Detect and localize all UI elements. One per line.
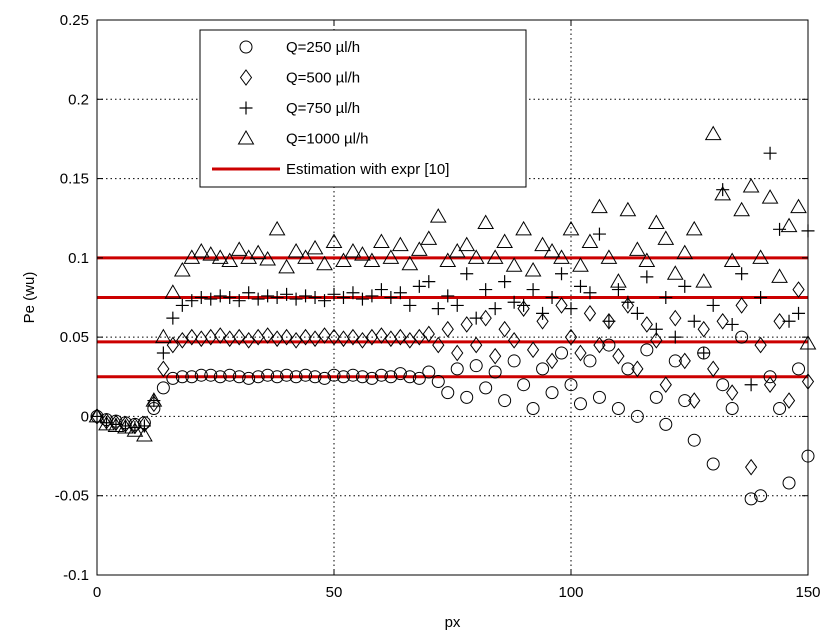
- legend-label: Q=750 µl/h: [286, 100, 360, 117]
- legend: Q=250 µl/h Q=500 µl/h Q=750 µl/h Q=1000 µl/…: [200, 30, 526, 187]
- y-tick-label: 0.15: [60, 171, 89, 188]
- x-tick-label: 0: [93, 584, 101, 601]
- y-tick-label: 0.2: [68, 91, 89, 108]
- legend-label: Q=1000 µl/h: [286, 131, 368, 148]
- x-tick-label: 100: [558, 584, 583, 601]
- y-tick-label: 0.05: [60, 329, 89, 346]
- legend-label: Q=500 µl/h: [286, 70, 360, 87]
- legend-label: Estimation with expr [10]: [286, 161, 449, 178]
- y-tick-label: -0.05: [55, 488, 89, 505]
- y-tick-label: 0.25: [60, 12, 89, 29]
- y-tick-label: -0.1: [63, 567, 89, 584]
- x-tick-label: 50: [326, 584, 343, 601]
- y-axis-label: Pe (wu): [21, 272, 38, 324]
- legend-label: Q=250 µl/h: [286, 39, 360, 56]
- y-tick-label: 0.1: [68, 250, 89, 267]
- x-tick-label: 150: [795, 584, 820, 601]
- x-axis-label: px: [445, 614, 461, 631]
- y-tick-label: 0: [81, 408, 89, 425]
